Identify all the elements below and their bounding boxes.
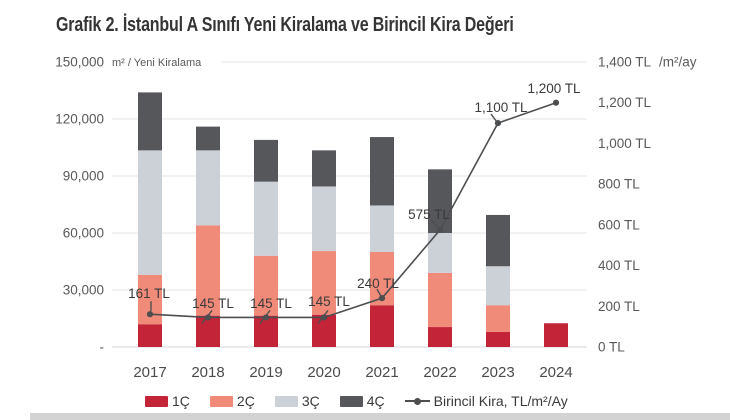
- legend-label: 2Ç: [236, 393, 255, 409]
- left-axis-tick: 90,000: [63, 169, 104, 184]
- line-data-label: 1,200 TL: [527, 81, 581, 96]
- bar-segment-2018-1Ç: [196, 315, 220, 347]
- right-axis-unit: /m²/ay: [659, 55, 697, 70]
- bar-segment-2021-1Ç: [370, 305, 394, 347]
- line-data-label: 575 TL: [408, 207, 450, 222]
- x-axis-label: 2024: [539, 364, 572, 381]
- x-axis-label: 2023: [481, 364, 514, 381]
- x-axis-label: 2018: [191, 364, 224, 381]
- bar-segment-2024-1Ç: [544, 323, 568, 347]
- left-axis-unit: m² / Yeni Kiralama: [112, 57, 202, 69]
- bar-segment-2020-3Ç: [312, 186, 336, 252]
- line-data-label: 240 TL: [357, 276, 399, 291]
- bar-segment-2021-3Ç: [370, 205, 394, 252]
- bar-segment-2017-3Ç: [138, 150, 162, 275]
- line-data-label: 145 TL: [250, 296, 292, 311]
- chart-title: Grafik 2. İstanbul A Sınıfı Yeni Kiralam…: [56, 14, 514, 36]
- line-point-marker: [552, 99, 560, 106]
- right-axis-tick: 400 TL: [598, 258, 640, 273]
- label-leader-line: [376, 288, 382, 297]
- bar-segment-2020-2Ç: [312, 251, 336, 315]
- left-axis-tick: 30,000: [63, 283, 104, 298]
- line-point-marker: [320, 314, 328, 321]
- legend-item-3: 3Ç: [274, 393, 320, 409]
- bar-segment-2018-2Ç: [196, 225, 220, 316]
- bar-segment-2023-3Ç: [486, 266, 510, 306]
- line-data-label: 145 TL: [192, 296, 234, 311]
- right-axis-tick: 1,000 TL: [598, 136, 652, 151]
- x-axis-label: 2019: [249, 364, 282, 381]
- line-data-label: 145 TL: [308, 294, 350, 309]
- left-axis-tick: 60,000: [63, 226, 104, 241]
- legend-item-2: 2Ç: [209, 393, 255, 409]
- bar-segment-2023-2Ç: [486, 305, 510, 332]
- legend-item-1: 1Ç: [145, 393, 190, 409]
- left-axis-tick: 120,000: [55, 112, 104, 127]
- right-axis-tick: 1,400 TL: [598, 55, 652, 70]
- bar-segment-2022-2Ç: [428, 272, 452, 328]
- legend-label: 1Ç: [172, 393, 190, 409]
- chart-legend: 1Ç 2Ç 3Ç 4Ç Birincil Kira, TL/m²/Ay: [145, 393, 568, 409]
- legend-line-marker: [413, 397, 421, 405]
- bar-segment-2020-4Ç: [312, 150, 336, 187]
- right-axis-tick: 200 TL: [598, 299, 640, 314]
- bar-segment-2018-3Ç: [196, 150, 220, 226]
- bar-segment-2022-4Ç: [428, 169, 452, 233]
- bar-segment-2019-3Ç: [254, 181, 278, 256]
- line-point-marker: [436, 226, 444, 234]
- bar-segment-2017-1Ç: [138, 324, 162, 347]
- legend-label: 4Ç: [366, 393, 385, 409]
- right-axis-tick: 1,200 TL: [598, 95, 652, 110]
- primary-rent-line: [149, 101, 557, 319]
- legend-item-4: 4Ç: [339, 393, 385, 409]
- line-data-label: 1,100 TL: [474, 100, 528, 115]
- bar-segment-2023-1Ç: [486, 331, 510, 347]
- legend-color-chip: [145, 395, 168, 407]
- x-axis-label: 2020: [307, 364, 340, 381]
- line-point-marker: [262, 314, 270, 321]
- line-point-marker: [494, 119, 502, 127]
- legend-line-sample: [404, 397, 430, 405]
- bar-segment-2021-4Ç: [370, 137, 394, 206]
- left-axis-tick: 150,000: [55, 55, 104, 70]
- legend-label: Birincil Kira, TL/m²/Ay: [433, 393, 568, 409]
- legend-color-chip: [339, 395, 363, 407]
- x-axis-label: 2017: [133, 364, 166, 381]
- left-axis-tick: -: [100, 340, 105, 355]
- line-point-marker: [204, 314, 212, 321]
- x-axis-label: 2021: [365, 364, 398, 381]
- bar-segment-2019-1Ç: [254, 315, 278, 347]
- line-point-marker: [146, 311, 154, 318]
- legend-item-5: Birincil Kira, TL/m²/Ay: [404, 393, 568, 409]
- legend-color-chip: [274, 395, 298, 407]
- line-point-marker: [378, 295, 386, 302]
- legend-color-chip: [209, 395, 233, 407]
- bar-segment-2022-1Ç: [428, 327, 452, 347]
- line-data-label: 161 TL: [128, 286, 170, 301]
- legend-label: 3Ç: [301, 393, 320, 409]
- bar-segment-2017-4Ç: [138, 92, 162, 151]
- bar-segment-2018-4Ç: [196, 126, 220, 151]
- bar-segment-2023-4Ç: [486, 214, 510, 267]
- bar-segment-2019-2Ç: [254, 255, 278, 316]
- right-axis-tick: 600 TL: [598, 217, 640, 232]
- page-divider: [30, 413, 730, 420]
- right-axis-tick: 800 TL: [598, 177, 640, 192]
- bar-segment-2019-4Ç: [254, 139, 278, 182]
- label-leader-line: [430, 219, 440, 230]
- right-axis-tick: 0 TL: [598, 340, 625, 355]
- x-axis-label: 2022: [423, 364, 456, 381]
